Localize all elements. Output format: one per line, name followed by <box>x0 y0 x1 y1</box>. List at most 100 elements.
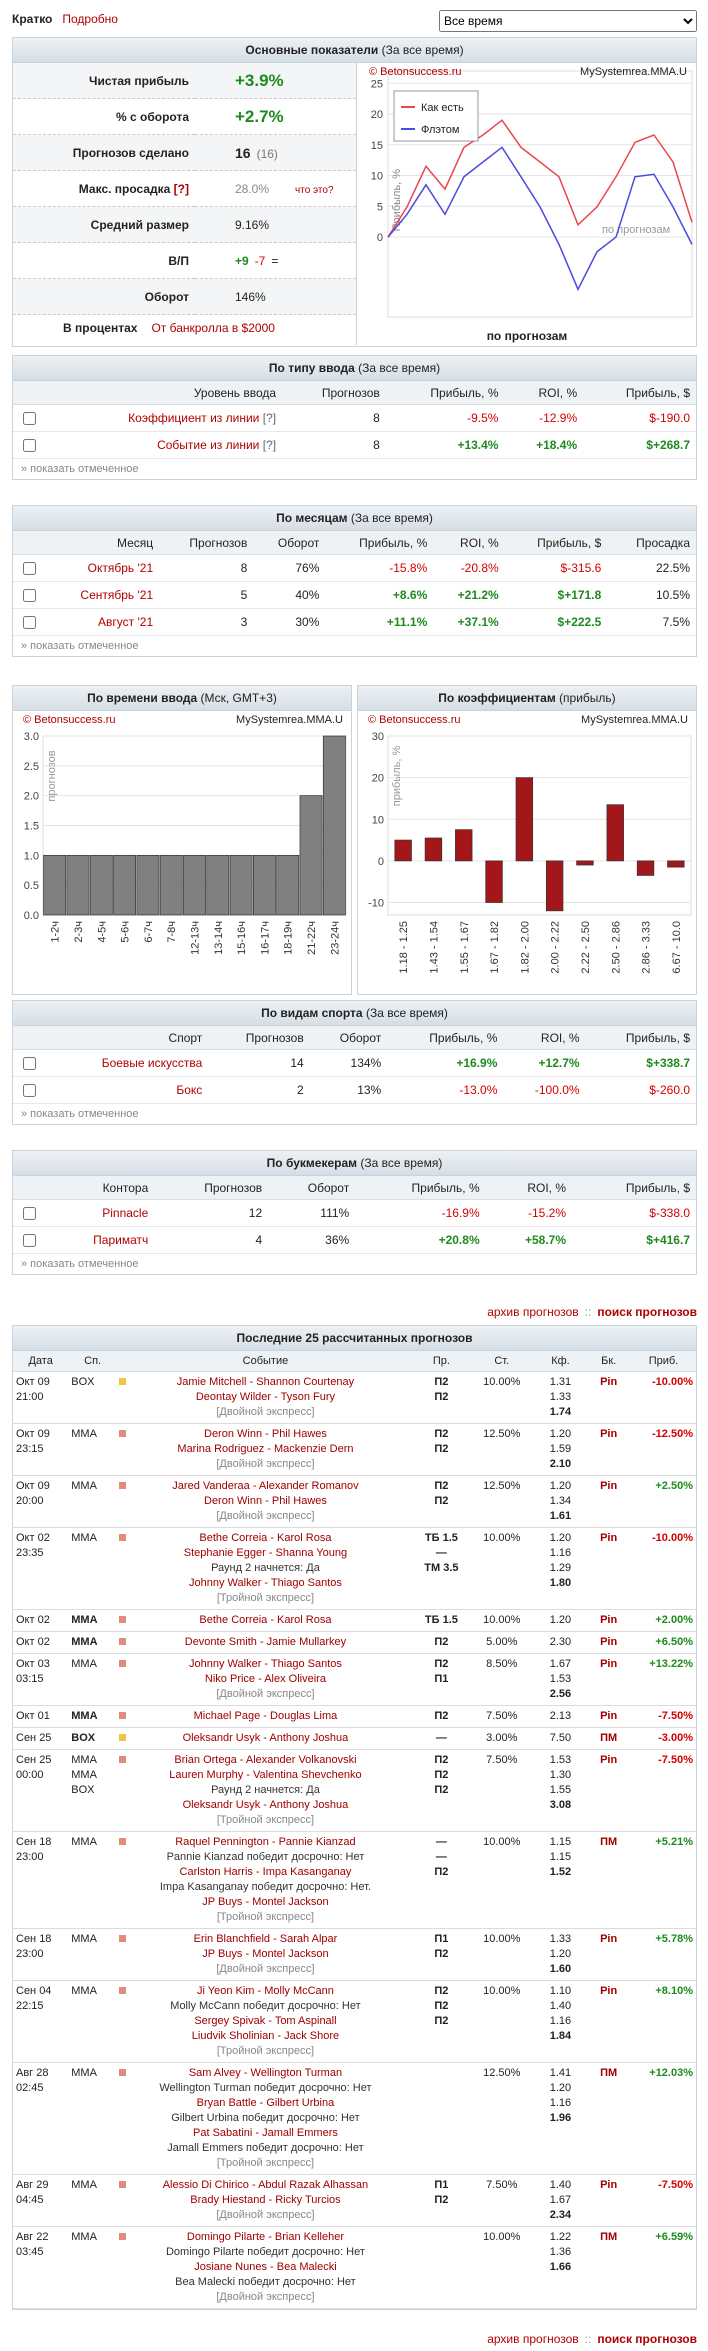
bar <box>276 854 300 916</box>
stats-table: Месяц Прогнозов Оборот Прибыль, % ROI, % Приб… <box>13 531 696 636</box>
x-tick-label: 2-3ч <box>73 921 85 943</box>
sport-cell: MMA <box>68 1475 118 1528</box>
header-row: Месяц Прогнозов Оборот Прибыль, % ROI, % Приб… <box>13 531 696 555</box>
bar <box>667 860 685 868</box>
show-marked: » показать отмеченное <box>21 1258 139 1270</box>
event-cell: Devonte Smith - Jamie Mullarkey <box>117 1631 414 1654</box>
row-name[interactable]: Октябрь '21 <box>87 561 154 575</box>
value-cell: 8 <box>282 404 386 432</box>
bet-line: П2 <box>434 1948 449 1960</box>
row-checkbox[interactable] <box>23 561 36 575</box>
bet-line: — <box>435 1836 447 1848</box>
section-title: По времени ввода (Мск, GMT+3) <box>13 686 351 711</box>
row-name[interactable]: Сентябрь '21 <box>80 588 154 602</box>
odds-line: 2.56 <box>549 1688 572 1700</box>
row-checkbox[interactable] <box>23 1206 36 1220</box>
odds-line: 1.52 <box>549 1866 572 1878</box>
date-line: Сен 18 <box>16 1836 52 1848</box>
prediction-row: Окт 02 23:35 MMA Bethe Correia - Karol Rosa… <box>13 1527 696 1610</box>
y-tick-label: 1.5 <box>24 821 39 833</box>
column-header: Прибыль, % <box>385 381 505 405</box>
odds-line: 1.16 <box>549 1547 572 1559</box>
event-line: Impa Kasanganay победит досрочно: Нет. <box>159 1881 372 1893</box>
sport-marker <box>119 1838 127 1845</box>
bet-line: П2 <box>434 1443 449 1455</box>
bookmaker-cell: ПМ <box>586 1831 631 1929</box>
bet-cell: П2 П2 П2 <box>413 1749 469 1832</box>
value-cell: $+171.8 <box>504 581 608 609</box>
y-tick-label: 25 <box>371 78 383 90</box>
hint[interactable]: [?] <box>173 181 189 196</box>
search-link[interactable]: поиск прогнозов <box>597 1305 697 1319</box>
search-link[interactable]: поиск прогнозов <box>597 2332 697 2346</box>
stats-row: Коэффициент из линии [?] 8 -9.5% -12.9% $-19… <box>13 404 696 432</box>
x-tick-label: 12-13ч <box>190 921 202 955</box>
event-line: [Двойной экспресс] <box>216 2291 315 2303</box>
x-tick-label: 2.86 - 3.33 <box>641 921 653 974</box>
bet-line: П2 <box>434 2000 449 2012</box>
bet-cell: — <box>413 1727 469 1750</box>
stake-cell: 10.00% <box>468 1831 535 1929</box>
name-cell: Боевые искусства <box>45 1049 209 1077</box>
x-tick-label: 1.67 - 1.82 <box>489 921 501 974</box>
bar <box>394 839 412 862</box>
tab-link[interactable]: Подробно <box>62 12 118 26</box>
bet-cell: П2 П2 <box>413 1475 469 1528</box>
sport-line: MMA <box>71 1658 97 1670</box>
sport-cell: MMA <box>68 1527 118 1610</box>
note[interactable]: что это? <box>295 184 334 196</box>
profit-cell: -7.50% <box>630 1749 696 1832</box>
row-name[interactable]: Событие из линии <box>157 438 260 452</box>
value-cell: +8.6% <box>325 581 434 609</box>
hint[interactable]: [?] <box>262 438 277 452</box>
summary-label: Оборот <box>13 278 195 315</box>
period-select[interactable]: Все время <box>439 10 697 32</box>
title: Последние 25 рассчитанных прогнозов <box>236 1331 473 1345</box>
value: 16 <box>235 144 251 161</box>
odds-line: 1.20 <box>549 1532 572 1544</box>
footer-link[interactable]: От банкролла в $2000 <box>151 321 275 335</box>
odds-line: 1.34 <box>549 1495 572 1507</box>
row-checkbox[interactable] <box>23 1056 36 1070</box>
row-checkbox[interactable] <box>23 411 36 425</box>
row-name[interactable]: Коэффициент из линии <box>128 411 260 425</box>
row-checkbox[interactable] <box>23 438 36 452</box>
prediction-row: Сен 25 BOX Oleksandr Usyk - Anthony Joshua… <box>13 1727 696 1750</box>
event-line: [Тройной экспресс] <box>216 1592 315 1604</box>
row-checkbox[interactable] <box>23 1233 36 1247</box>
column-header: Бк. <box>586 1351 631 1372</box>
y-tick-label: 10 <box>372 814 384 826</box>
y-tick-label: 10 <box>371 171 383 183</box>
archive-link[interactable]: архив прогнозов <box>487 1305 579 1319</box>
odds-line: 1.36 <box>549 2246 572 2258</box>
date-cell: Авг 22 03:45 <box>13 2226 69 2309</box>
row-name[interactable]: Париматч <box>93 1233 149 1247</box>
sport-cell: MMA <box>68 2226 118 2309</box>
bar <box>229 854 253 916</box>
y-tick-label: 1.0 <box>24 850 39 862</box>
stake-cell: 8.50% <box>468 1653 535 1706</box>
profit-cell: -7.50% <box>630 2174 696 2227</box>
bet-cell: ТБ 1.5 — ТМ 3.5 <box>413 1527 469 1610</box>
row-name[interactable]: Pinnacle <box>102 1206 149 1220</box>
value-cell: 76% <box>253 554 326 582</box>
date-line: Окт 02 <box>16 1614 50 1626</box>
row-checkbox[interactable] <box>23 588 36 602</box>
bar <box>576 860 594 866</box>
credit: © Betonsuccess.ru <box>369 66 461 78</box>
row-name[interactable]: Август '21 <box>98 615 154 629</box>
x-tick-label: 1.43 - 1.54 <box>428 921 440 974</box>
value-cell: +12.7% <box>503 1049 586 1077</box>
archive-link[interactable]: архив прогнозов <box>487 2332 579 2346</box>
row-name[interactable]: Боевые искусства <box>101 1056 203 1070</box>
date-line: Окт 09 <box>16 1376 50 1388</box>
title: Основные показатели <box>245 43 379 57</box>
row-checkbox[interactable] <box>23 615 36 629</box>
row-checkbox[interactable] <box>23 1083 36 1097</box>
row-name[interactable]: Бокс <box>176 1083 203 1097</box>
stats-row: Боевые искусства 14 134% +16.9% +12.7% $+338.… <box>13 1049 696 1077</box>
odds-line: 1.15 <box>549 1836 572 1848</box>
prediction-row: Сен 18 23:00 MMA Raquel Pennington - Pannie… <box>13 1831 696 1929</box>
hint[interactable]: [?] <box>262 411 277 425</box>
odds-cell: 1.15 1.15 1.52 <box>534 1831 587 1929</box>
